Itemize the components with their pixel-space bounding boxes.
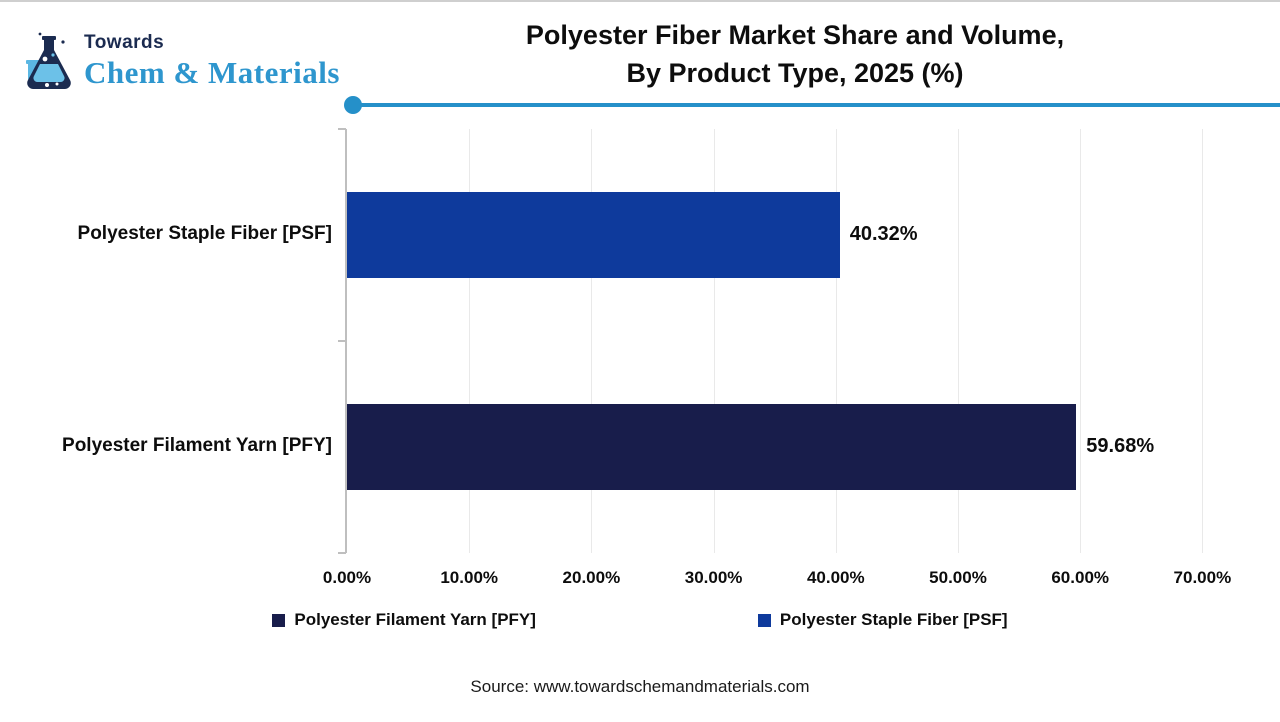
y-axis-tick [338, 128, 346, 130]
chart-title-line2: By Product Type, 2025 (%) [626, 58, 964, 88]
x-axis-tick-label: 40.00% [806, 568, 865, 587]
accent-divider-line [353, 103, 1280, 107]
legend-label: Polyester Staple Fiber [PSF] [779, 610, 1008, 629]
y-axis-tick [338, 552, 346, 554]
gridline [469, 129, 471, 553]
y-axis-line [345, 129, 347, 553]
brand-logo: Towards Chem & Materials [20, 28, 340, 92]
y-axis-tick [338, 340, 346, 342]
value-label: 40.32% [849, 223, 918, 245]
gridline [958, 129, 959, 553]
x-axis-tick-label: 60.00% [1051, 568, 1110, 587]
bar-pfy [347, 404, 1077, 490]
legend-swatch [757, 613, 771, 627]
x-axis-tick-label: 70.00% [1173, 568, 1232, 587]
x-axis-tick-label: 30.00% [684, 568, 743, 587]
chart-legend: Polyester Filament Yarn [PFY] Polyester S… [0, 610, 1280, 630]
chart-title-line1: Polyester Fiber Market Share and Volume, [525, 20, 1065, 50]
gridline [591, 129, 593, 553]
source-text: Source: www.towardschemandmaterials.com [470, 677, 810, 696]
x-axis-tick-label: 10.00% [440, 568, 499, 587]
bar-psf [347, 192, 840, 278]
brand-name-bottom: Chem & Materials [84, 55, 340, 90]
gridline [1202, 129, 1204, 553]
flask-icon [26, 32, 71, 89]
brand-name-top: Towards [84, 32, 165, 53]
legend-item: Polyester Filament Yarn [PFY] [272, 610, 536, 630]
x-axis-tick-label: 20.00% [562, 568, 621, 587]
x-axis-tick-label: 50.00% [929, 568, 987, 587]
category-label: Polyester Staple Fiber [PSF] [77, 223, 332, 244]
gridline [835, 129, 837, 553]
gridline [713, 129, 715, 553]
brand-logo-text: Towards Chem & Materials [84, 28, 340, 91]
chart-title: Polyester Fiber Market Share and Volume,… [360, 16, 1230, 92]
accent-divider-dot [344, 96, 362, 114]
legend-swatch [272, 613, 286, 627]
category-label: Polyester Filament Yarn [PFY] [62, 435, 332, 456]
legend-item: Polyester Staple Fiber [PSF] [757, 610, 1008, 630]
legend-label: Polyester Filament Yarn [PFY] [294, 610, 536, 629]
x-axis-tick-label: 0.00% [322, 568, 372, 587]
value-label: 59.68% [1086, 435, 1155, 457]
gridline [1080, 129, 1082, 553]
